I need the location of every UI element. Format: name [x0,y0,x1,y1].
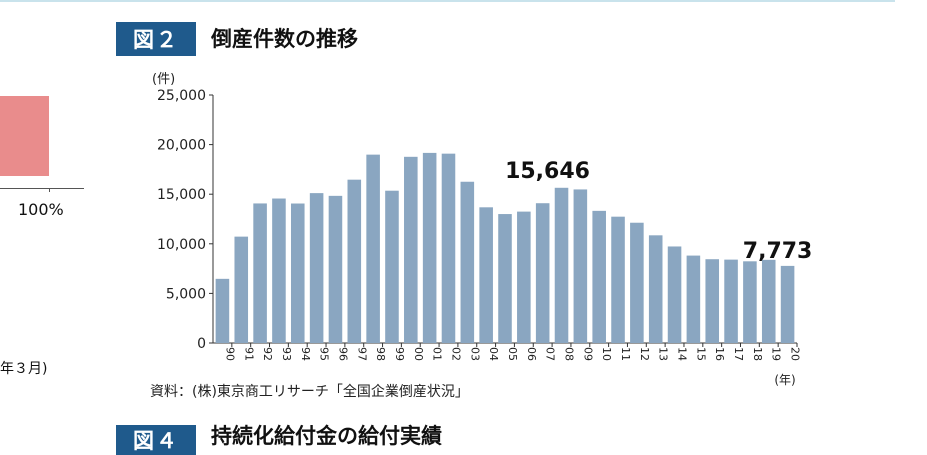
bar [648,235,663,343]
bar [535,203,550,343]
x-tick-label: 04 [487,347,500,361]
left-panel-tick [49,188,50,192]
x-tick-label: 05 [506,347,519,361]
next-figure-title: 持続化給付金の給付実績 [211,424,442,448]
bar [573,189,588,343]
bar [517,211,531,343]
source-note: 資料：(株)東京商工リサーチ「全国企業倒産状況」 [150,384,469,400]
figure-title: 倒産件数の推移 [211,27,358,51]
x-tick-label: 20 [789,347,802,361]
bar [554,187,569,343]
data-label: 7,773 [743,239,813,264]
x-tick-label: 91 [242,347,255,361]
x-tick-label: 16 [713,347,726,361]
bar [705,259,720,343]
y-axis-unit-label: (件) [152,72,175,87]
x-tick-label: 07 [544,347,557,361]
bar [743,261,757,343]
bar [234,236,249,343]
x-tick-label: 90 [223,347,236,361]
bar [479,207,493,343]
x-tick-label: 94 [299,347,312,361]
bar [592,210,606,343]
x-tick-label: 10 [600,347,613,361]
bankruptcy-bar-chart: 0 5,000 10,000 15,000 20,000 25,000(件) 90 91 92 9… [152,72,813,387]
bar [309,193,324,343]
x-tick-label: 18 [751,347,764,361]
x-tick-label: 15 [694,347,707,361]
x-tick-label: 08 [563,347,576,361]
x-tick-label: 92 [261,347,274,361]
y-tick-label: 5,000 [166,286,206,302]
y-tick-label: 25,000 [157,88,206,104]
x-tick-label: 03 [468,347,481,361]
x-tick-label: 12 [638,347,651,361]
y-tick-label: 15,000 [157,187,206,203]
bar [290,203,305,343]
left-panel-bar [0,96,49,176]
bar [498,214,512,343]
bar [422,152,437,343]
x-tick-label: 98 [374,347,387,361]
left-panel-date-label: 年３月) [0,361,48,377]
x-tick-label: 02 [449,347,462,361]
left-panel-axis [0,188,84,189]
bar [253,203,267,343]
x-tick-label: 13 [657,347,670,361]
bar [611,216,625,343]
next-figure-badge: 図４ [116,425,196,455]
top-divider [0,0,895,2]
x-tick-label: 97 [355,347,368,361]
x-tick-label: 95 [318,347,331,361]
x-tick-label: 17 [732,347,745,361]
y-tick-label: 10,000 [157,237,206,253]
y-tick-label: 0 [197,336,206,352]
bar [667,246,682,343]
bar [630,222,644,343]
y-tick-label: 20,000 [157,138,206,154]
x-tick-label: 14 [676,347,689,361]
bar [780,265,795,343]
bar [215,278,230,343]
bar [404,156,418,343]
data-label: 15,646 [505,159,590,184]
x-tick-label: 06 [525,347,538,361]
x-tick-label: 00 [412,347,425,361]
bar [347,179,362,343]
bar [366,154,380,343]
bar [385,190,399,343]
x-tick-label: 96 [336,347,349,361]
x-tick-label: 19 [770,347,783,361]
figure-badge: 図２ [116,22,196,56]
bar [272,198,286,343]
x-tick-label: 93 [280,347,293,361]
bar [328,195,343,343]
bar [761,259,776,343]
x-tick-label: 99 [393,347,406,361]
x-tick-label: 01 [431,347,444,361]
left-panel-percent-label: 100% [18,200,64,219]
bar [686,255,701,343]
x-tick-label: 09 [581,347,594,361]
bar [724,259,738,343]
x-tick-label: 11 [619,347,632,361]
bar [441,153,456,343]
bar [460,181,475,343]
x-axis-unit-label: (年) [774,373,795,387]
